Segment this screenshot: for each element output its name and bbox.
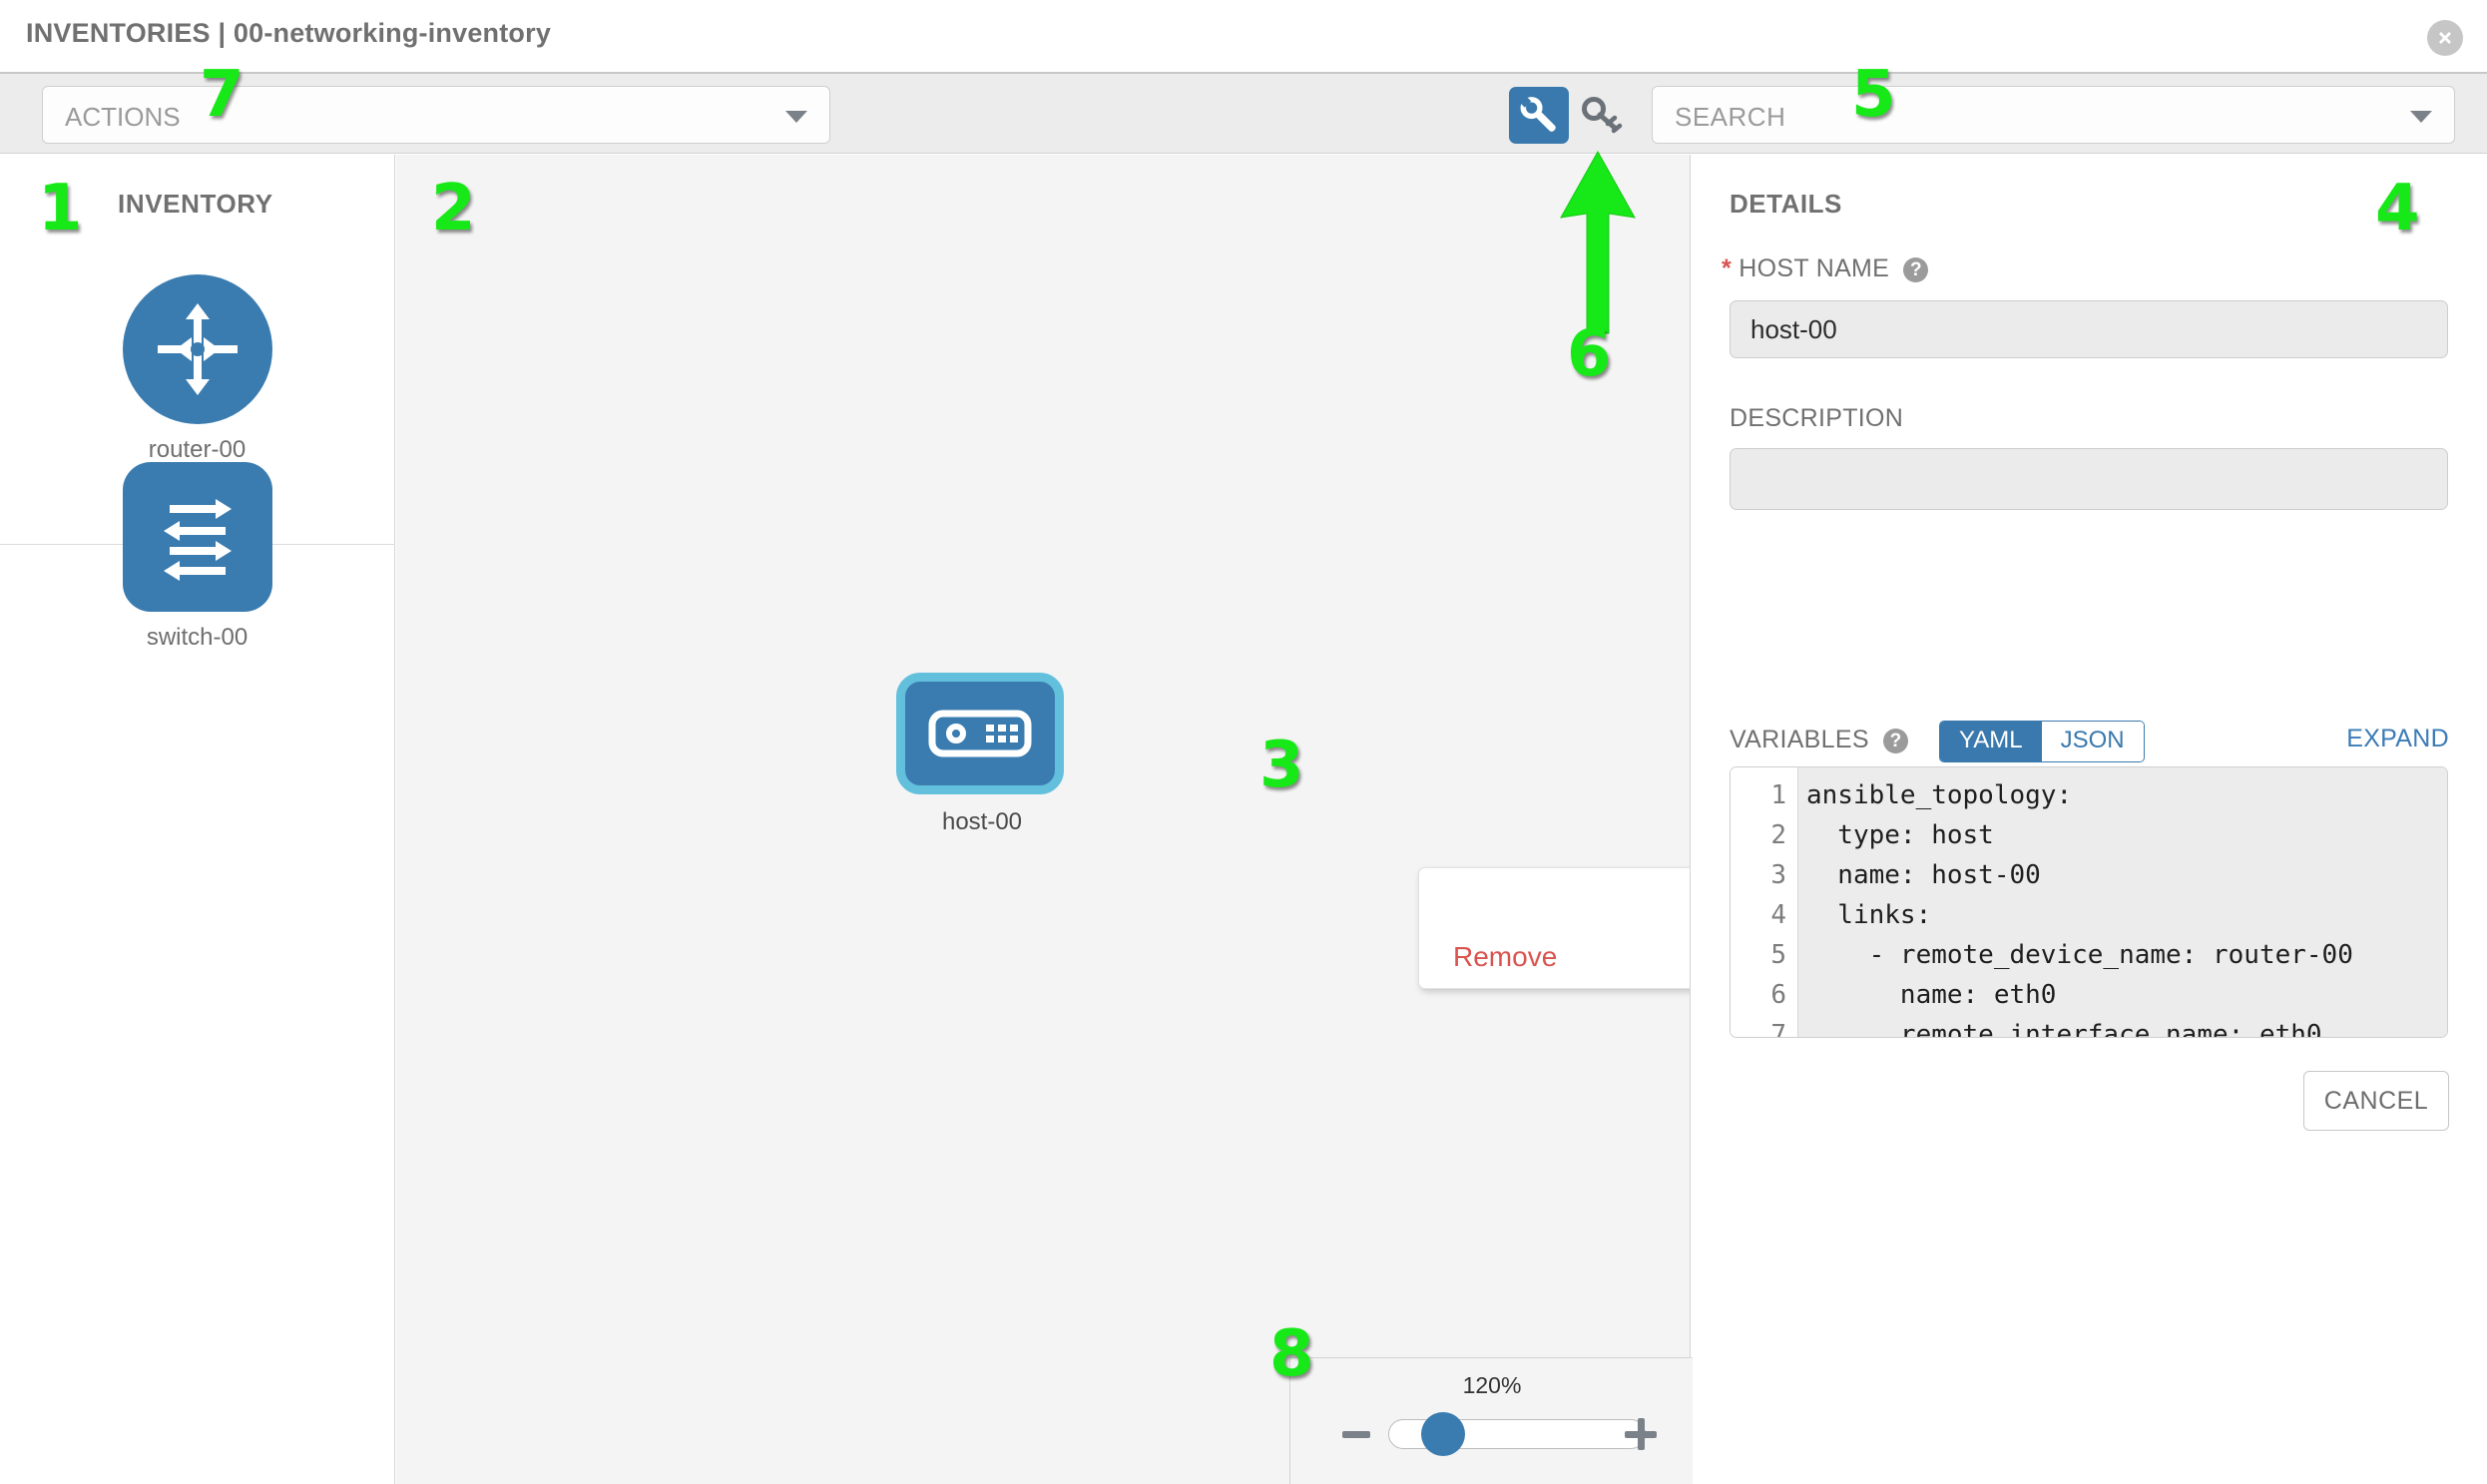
canvas-node-label: host-00: [893, 808, 1071, 836]
variables-editor[interactable]: 1 2 3 4 5 6 7 ansible_topology: type: ho…: [1730, 766, 2448, 1038]
expand-link[interactable]: EXPAND: [2346, 725, 2449, 752]
question-circle-icon[interactable]: ?: [1883, 729, 1909, 753]
sidebar-title: INVENTORY: [118, 189, 273, 219]
line-number: 7: [1770, 1020, 1786, 1038]
tab-yaml[interactable]: YAML: [1940, 722, 2042, 761]
host-name-label-text: HOST NAME: [1739, 254, 1890, 282]
zoom-out-button[interactable]: [1342, 1431, 1370, 1438]
zoom-slider-handle[interactable]: [1421, 1412, 1465, 1456]
code-line: remote_interface_name: eth0: [1806, 1020, 2322, 1038]
close-glyph: [2439, 32, 2451, 44]
variables-label-text: VARIABLES: [1730, 726, 1869, 753]
editor-line-numbers: 1 2 3 4 5 6 7: [1731, 767, 1798, 1037]
page-title: INVENTORIES | 00-networking-inventory: [26, 18, 552, 48]
description-field[interactable]: [1730, 448, 2448, 510]
canvas-node-host-00[interactable]: [896, 673, 1064, 794]
window-titlebar: INVENTORIES | 00-networking-inventory: [0, 0, 2487, 74]
variables-format-toggle[interactable]: YAML JSON: [1939, 721, 2145, 762]
context-menu-item-remove[interactable]: Remove: [1453, 941, 1558, 972]
actions-dropdown-label: ACTIONS: [65, 102, 181, 132]
switch-icon[interactable]: [122, 462, 272, 612]
line-number: 2: [1770, 820, 1786, 850]
sidebar-item-label: router-00: [148, 436, 247, 463]
sidebar-item-label: switch-00: [146, 624, 249, 651]
line-number: 3: [1770, 860, 1786, 890]
line-number: 4: [1770, 900, 1786, 930]
host-name-label: * HOST NAME ?: [1722, 254, 1929, 283]
required-marker: *: [1722, 254, 1733, 282]
code-line: links:: [1806, 900, 1932, 930]
router-glyph: [157, 303, 238, 395]
line-number: 6: [1770, 980, 1786, 1010]
key-icon[interactable]: [1577, 90, 1627, 140]
line-number: 5: [1770, 940, 1786, 970]
details-title: DETAILS: [1730, 189, 1842, 219]
line-number: 1: [1770, 780, 1786, 810]
zoom-in-button[interactable]: [1625, 1418, 1657, 1450]
code-line: ansible_topology:: [1806, 780, 2073, 810]
question-circle-icon[interactable]: ?: [1903, 257, 1929, 282]
close-icon[interactable]: [2427, 20, 2463, 56]
chevron-down-icon: [785, 111, 807, 123]
tab-json[interactable]: JSON: [2041, 722, 2144, 761]
code-line: name: host-00: [1806, 860, 2041, 890]
key-glyph: [1582, 97, 1623, 134]
wrench-glyph: [1518, 94, 1556, 132]
node-context-menu[interactable]: Details Remove: [1418, 867, 1690, 989]
sidebar-item-switch-00[interactable]: switch-00: [120, 462, 274, 652]
search-input[interactable]: SEARCH: [1652, 86, 2455, 144]
actions-dropdown[interactable]: ACTIONS: [42, 86, 830, 144]
code-line: - remote_device_name: router-00: [1806, 940, 2353, 970]
description-label: DESCRIPTION: [1730, 404, 1904, 432]
sidebar-item-router-00[interactable]: router-00: [120, 274, 274, 464]
details-panel: DETAILS * HOST NAME ? DESCRIPTION VARIAB…: [1692, 155, 2487, 1484]
server-host-icon: [928, 710, 1032, 757]
topology-canvas[interactable]: host-00 Details Remove: [396, 155, 1691, 1484]
code-line: type: host: [1806, 820, 1994, 850]
cancel-button[interactable]: CANCEL: [2303, 1071, 2449, 1131]
switch-glyph: [163, 499, 232, 581]
inventory-sidebar: INVENTORY router-00: [0, 155, 395, 1484]
search-placeholder: SEARCH: [1675, 102, 1786, 132]
variables-label: VARIABLES ?: [1730, 726, 1909, 754]
zoom-level-value: 120%: [1462, 1372, 1522, 1398]
router-icon[interactable]: [122, 274, 272, 424]
host-name-field[interactable]: [1730, 300, 2448, 358]
editor-content[interactable]: ansible_topology: type: host name: host-…: [1798, 767, 2447, 1037]
wrench-icon[interactable]: [1509, 87, 1569, 144]
code-line: name: eth0: [1806, 980, 2057, 1010]
zoom-control[interactable]: 120%: [1289, 1357, 1693, 1484]
chevron-down-icon: [2410, 111, 2432, 123]
